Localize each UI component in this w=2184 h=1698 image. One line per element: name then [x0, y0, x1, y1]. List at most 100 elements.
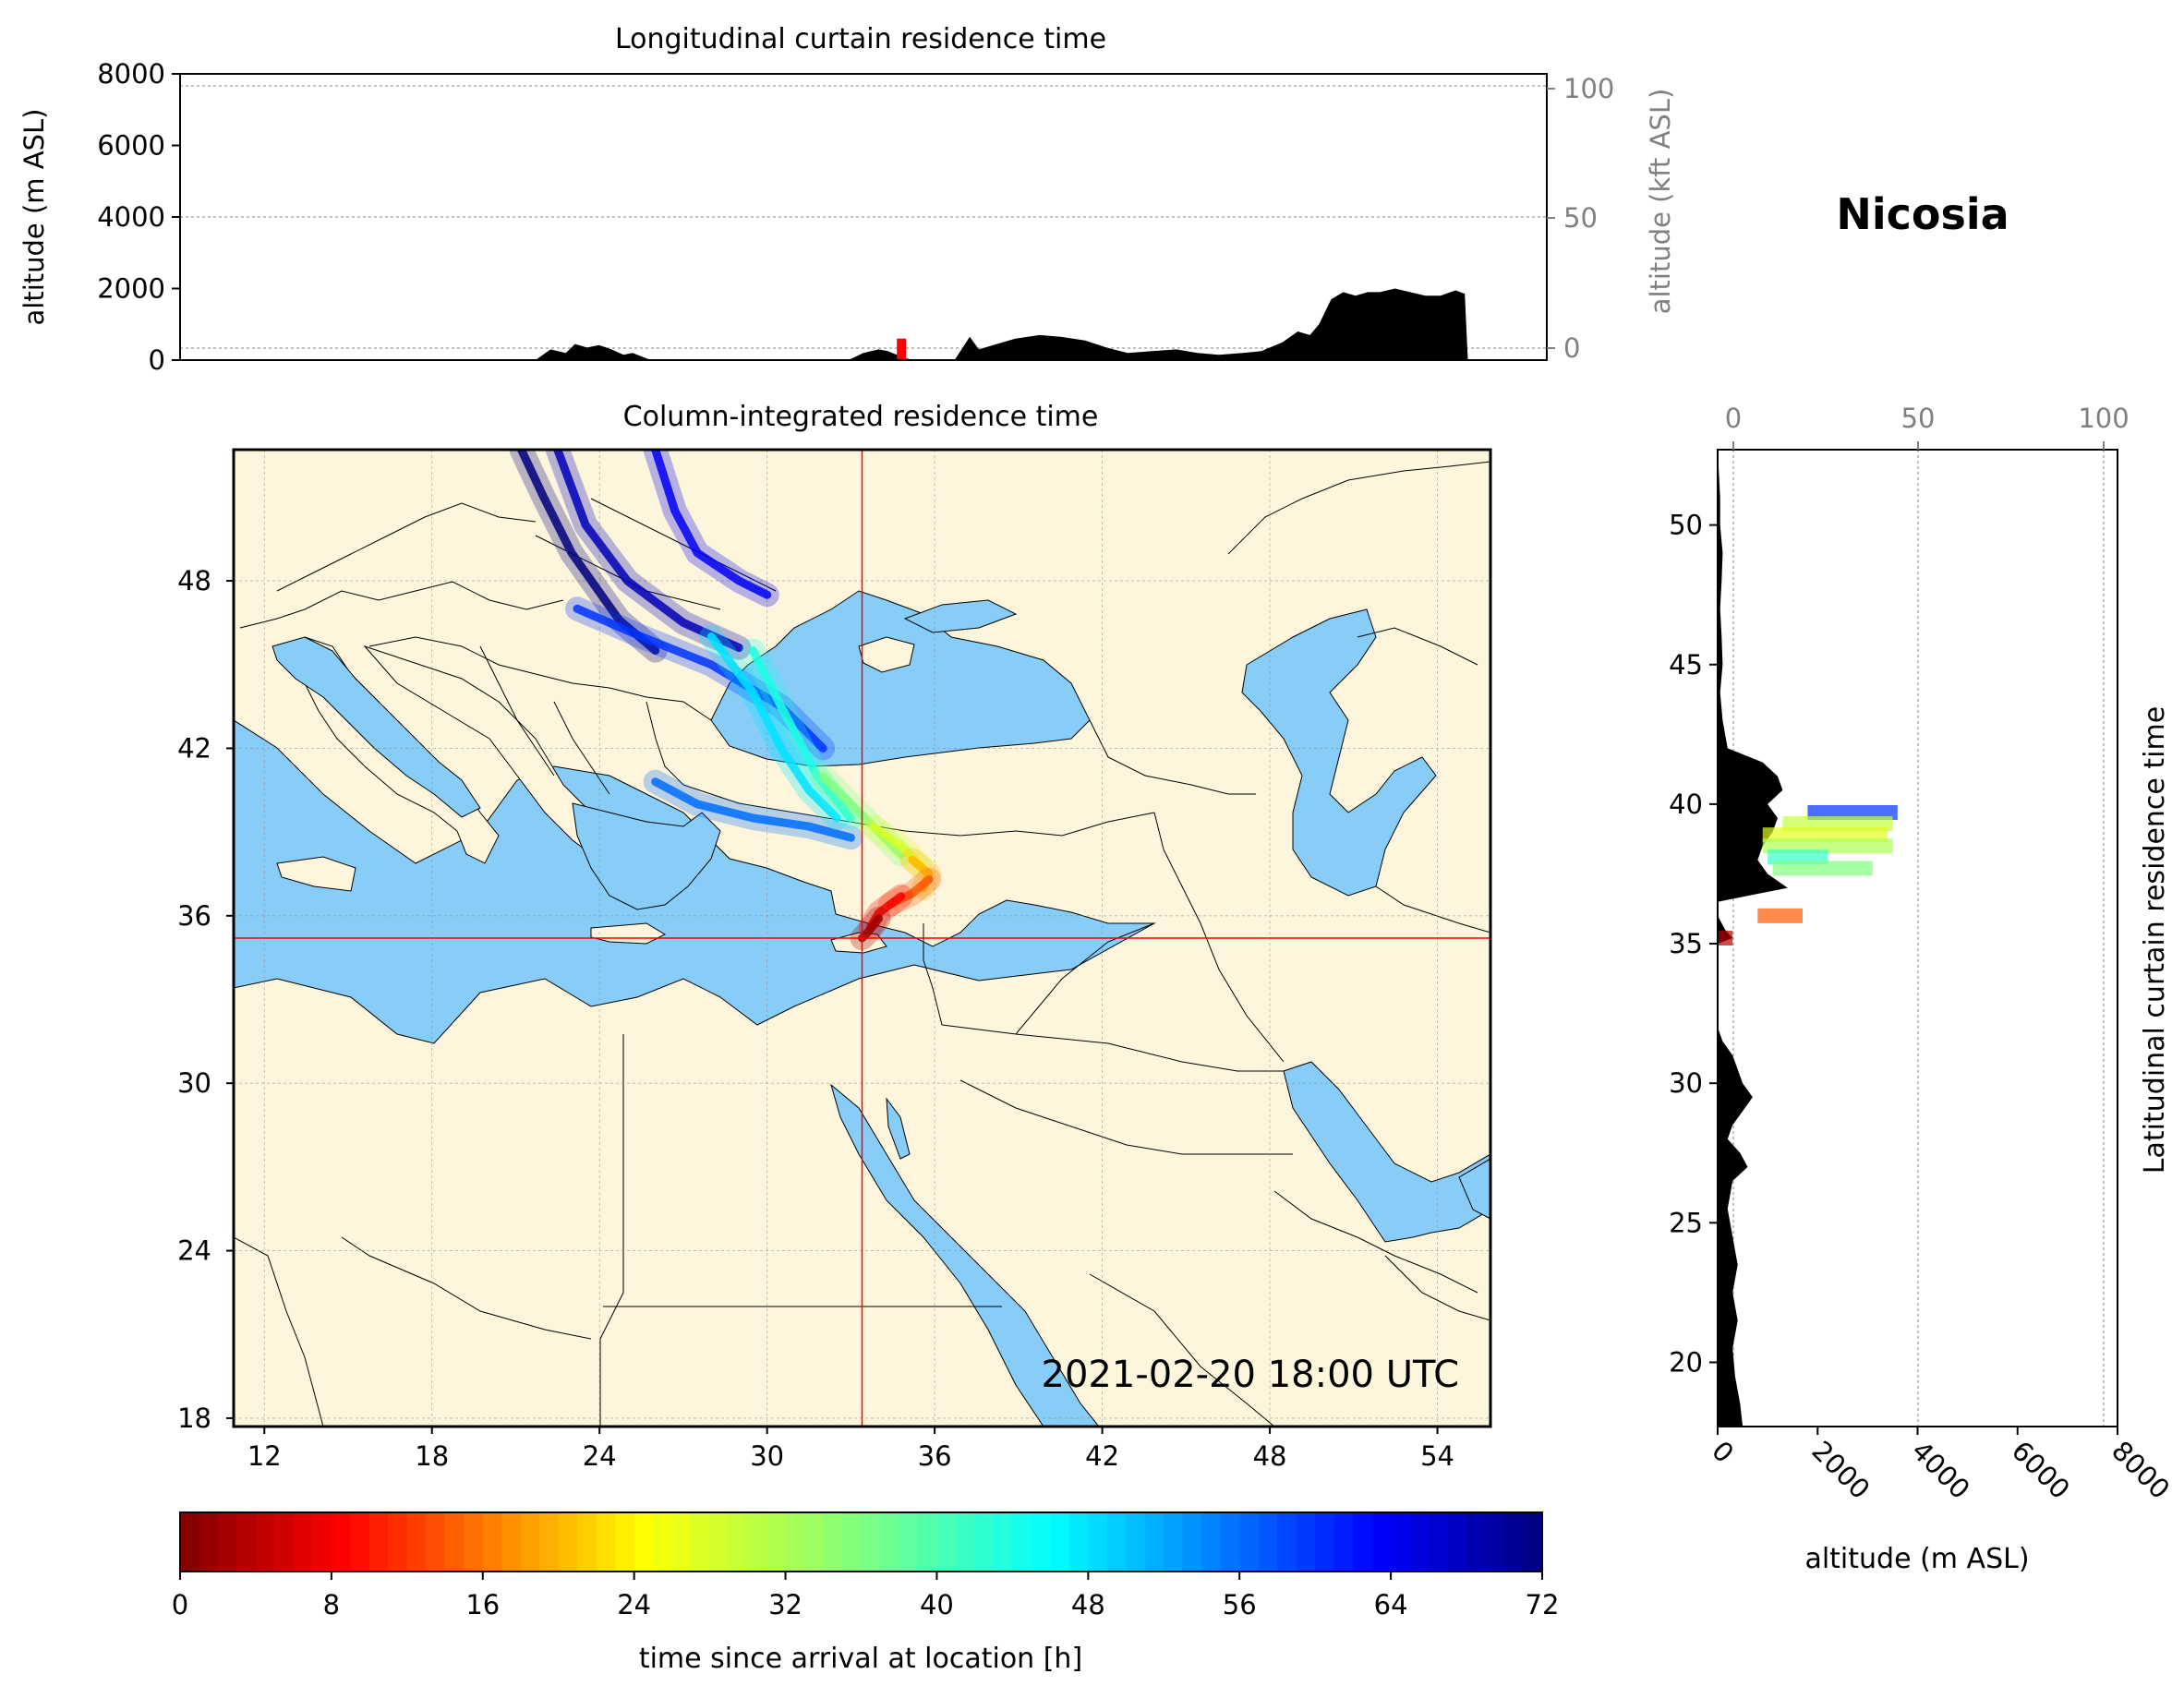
colorbar-cell: [501, 1512, 522, 1572]
lat-xticks: 0 2000 4000 6000 8000: [1706, 1427, 2176, 1505]
colorbar-tick-label: 8: [323, 1589, 340, 1620]
colorbar-cell: [577, 1512, 597, 1572]
colorbar-cell: [482, 1512, 502, 1572]
colorbar-cell: [974, 1512, 995, 1572]
country-borders: [234, 461, 1490, 1427]
colorbar-cell: [936, 1512, 957, 1572]
colorbar-cell: [1409, 1512, 1430, 1572]
colorbar-cell: [899, 1512, 919, 1572]
top-ytick-right-label: 50: [1563, 202, 1598, 234]
colorbar-cell: [388, 1512, 408, 1572]
colorbar-cell: [199, 1512, 219, 1572]
colorbar-cell: [1201, 1512, 1222, 1572]
top-yticks: 0 2000 4000 6000 8000: [97, 58, 180, 376]
colorbar-cell: [729, 1512, 749, 1572]
trajectory-band: [749, 646, 855, 823]
colorbar-tick-label: 32: [768, 1589, 802, 1620]
top-ytick-label: 6000: [97, 130, 165, 162]
colorbar-cell: [406, 1512, 427, 1572]
caspian-sea: [1241, 608, 1437, 897]
map-xtick-label: 12: [247, 1440, 282, 1472]
colorbar-cell: [766, 1512, 787, 1572]
lat-ytick-label: 25: [1669, 1207, 1703, 1238]
top-ytick-label: 2000: [97, 273, 165, 305]
colorbar-ticks: 0 8 16 24 32 40 48 56 64 72: [172, 1572, 1560, 1620]
lat-ytick-label: 35: [1669, 928, 1703, 959]
colorbar-tick-label: 0: [172, 1589, 188, 1620]
colorbar-frame: [179, 1511, 1543, 1572]
colorbar-cell: [1182, 1512, 1202, 1572]
persian-gulf: [1283, 1061, 1490, 1243]
colorbar-cell: [804, 1512, 825, 1572]
lat-plume-bar: [1768, 849, 1828, 865]
colorbar-cell: [293, 1512, 314, 1572]
map-panel: Column-integrated residence time: [177, 401, 1492, 1472]
lat-plume-bars: [1718, 804, 1898, 945]
station-title: Nicosia: [1836, 189, 2009, 239]
top-ytick-label: 8000: [97, 58, 165, 90]
colorbar-cell: [312, 1512, 332, 1572]
colorbar-tick-label: 24: [617, 1589, 651, 1620]
colorbar-cell: [1353, 1512, 1373, 1572]
map-frame: [232, 448, 1492, 1428]
top-ytick-label: 0: [149, 344, 165, 376]
top-ytick-label: 4000: [97, 201, 165, 233]
colorbar-cell: [1429, 1512, 1449, 1572]
lat-xtick-top-label: 0: [1725, 403, 1742, 434]
lat-xlabel: altitude (m ASL): [1804, 1543, 2029, 1575]
colorbar-cell: [1126, 1512, 1146, 1572]
red-sea: [830, 1083, 1100, 1427]
colorbar-cell: [1088, 1512, 1108, 1572]
black-sea: [710, 590, 1091, 767]
top-yticks-right: 0 50 100: [1547, 73, 1614, 364]
colorbar-cell: [1012, 1512, 1032, 1572]
colorbar-cell: [653, 1512, 673, 1572]
top-terrain-area: [180, 288, 1547, 360]
colorbar-cell: [917, 1512, 938, 1572]
colorbar-cell: [464, 1512, 484, 1572]
colorbar-cell: [709, 1512, 730, 1572]
colorbar-cell: [1239, 1512, 1260, 1572]
top-ylabel: altitude (m ASL): [18, 109, 50, 326]
colorbar-cell: [1391, 1512, 1411, 1572]
map-title: Column-integrated residence time: [623, 401, 1099, 433]
colorbar-cell: [520, 1512, 540, 1572]
colorbar-cell: [255, 1512, 276, 1572]
lat-plume-bar: [1718, 931, 1733, 945]
lat-plume-bar: [1762, 827, 1888, 843]
colorbar-cell: [1258, 1512, 1278, 1572]
top-plume-patch: [897, 338, 907, 360]
map-xticks: 12 18 24 30 36 42 48 54: [247, 1427, 1454, 1472]
colorbar-cell: [879, 1512, 900, 1572]
lat-yticks: 20 25 30 35 40 45 50: [1669, 510, 1718, 1378]
colorbar-cell: [955, 1512, 976, 1572]
trajectory-band: [706, 632, 841, 823]
lat-xtick-label: 2000: [1805, 1435, 1876, 1505]
colorbar-cell: [596, 1512, 616, 1572]
top-ylabel-right: altitude (kft ASL): [1645, 89, 1676, 315]
lat-plume-bar: [1807, 804, 1898, 820]
colorbar-cell: [747, 1512, 767, 1572]
sicily: [276, 856, 356, 892]
gulf-of-aqaba: [886, 1097, 911, 1160]
lat-xtick-top-label: 50: [1901, 403, 1936, 434]
lat-plume-bar: [1782, 816, 1893, 832]
lat-plume-bar: [1772, 861, 1873, 876]
map-xtick-label: 36: [918, 1440, 952, 1472]
colorbar-cell: [615, 1512, 635, 1572]
map-ytick-label: 30: [177, 1067, 211, 1099]
colorbar-cell: [1068, 1512, 1089, 1572]
colorbar-tick-label: 72: [1526, 1589, 1560, 1620]
longitudinal-panel: Longitudinal curtain residence time 0 200…: [18, 23, 1676, 376]
lat-title: Latitudinal curtain residence time: [2139, 706, 2171, 1174]
map-xtick-label: 24: [583, 1440, 617, 1472]
trajectory-band: [651, 450, 772, 599]
top-ytick-right-label: 100: [1563, 73, 1614, 104]
colorbar-cell: [1504, 1512, 1525, 1572]
top-gridlines: [180, 85, 1547, 349]
map-ytick-label: 48: [177, 565, 211, 596]
lat-gridlines: [1732, 450, 2105, 1427]
colorbar-tick-label: 64: [1374, 1589, 1408, 1620]
